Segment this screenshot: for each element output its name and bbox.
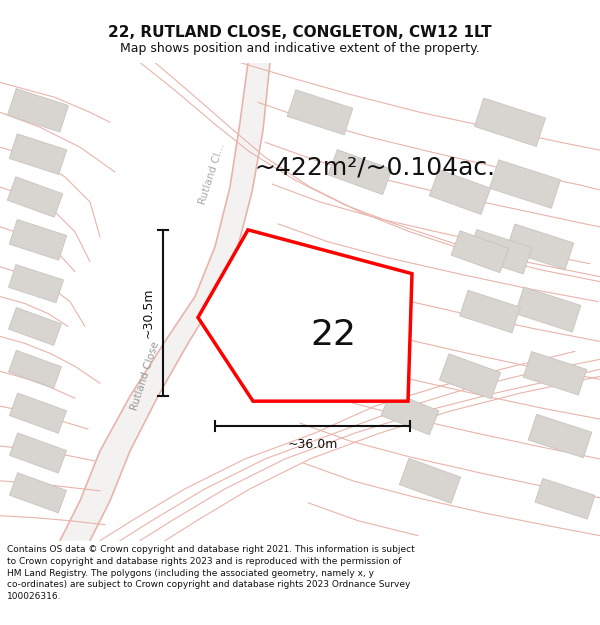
Polygon shape [475, 98, 545, 146]
Polygon shape [523, 352, 587, 395]
Polygon shape [451, 231, 509, 272]
Polygon shape [60, 62, 270, 541]
Polygon shape [515, 287, 581, 332]
Polygon shape [10, 393, 67, 433]
Polygon shape [328, 149, 392, 194]
Text: 22, RUTLAND CLOSE, CONGLETON, CW12 1LT: 22, RUTLAND CLOSE, CONGLETON, CW12 1LT [108, 25, 492, 40]
Polygon shape [400, 458, 461, 503]
Text: Contains OS data © Crown copyright and database right 2021. This information is : Contains OS data © Crown copyright and d… [7, 545, 415, 601]
Polygon shape [506, 224, 574, 269]
Polygon shape [8, 89, 68, 132]
Text: ~30.5m: ~30.5m [142, 288, 155, 338]
Polygon shape [468, 229, 532, 274]
Polygon shape [198, 230, 412, 401]
Polygon shape [9, 134, 67, 174]
Polygon shape [381, 391, 439, 435]
Polygon shape [8, 264, 64, 302]
Polygon shape [528, 414, 592, 458]
Polygon shape [490, 160, 560, 208]
Polygon shape [10, 433, 67, 473]
Polygon shape [9, 219, 67, 260]
Polygon shape [460, 290, 520, 332]
Text: 22: 22 [311, 318, 357, 352]
Polygon shape [10, 472, 67, 513]
Polygon shape [7, 177, 63, 217]
Polygon shape [8, 351, 61, 388]
Text: ~36.0m: ~36.0m [287, 438, 338, 451]
Text: Map shows position and indicative extent of the property.: Map shows position and indicative extent… [120, 42, 480, 55]
Polygon shape [430, 169, 491, 214]
Polygon shape [535, 479, 595, 519]
Text: Rutland Cl...: Rutland Cl... [197, 142, 227, 206]
Text: Rutland Close: Rutland Close [129, 341, 161, 412]
Polygon shape [439, 354, 500, 399]
Polygon shape [287, 90, 353, 135]
Text: ~422m²/~0.104ac.: ~422m²/~0.104ac. [254, 155, 496, 179]
Polygon shape [8, 308, 61, 346]
